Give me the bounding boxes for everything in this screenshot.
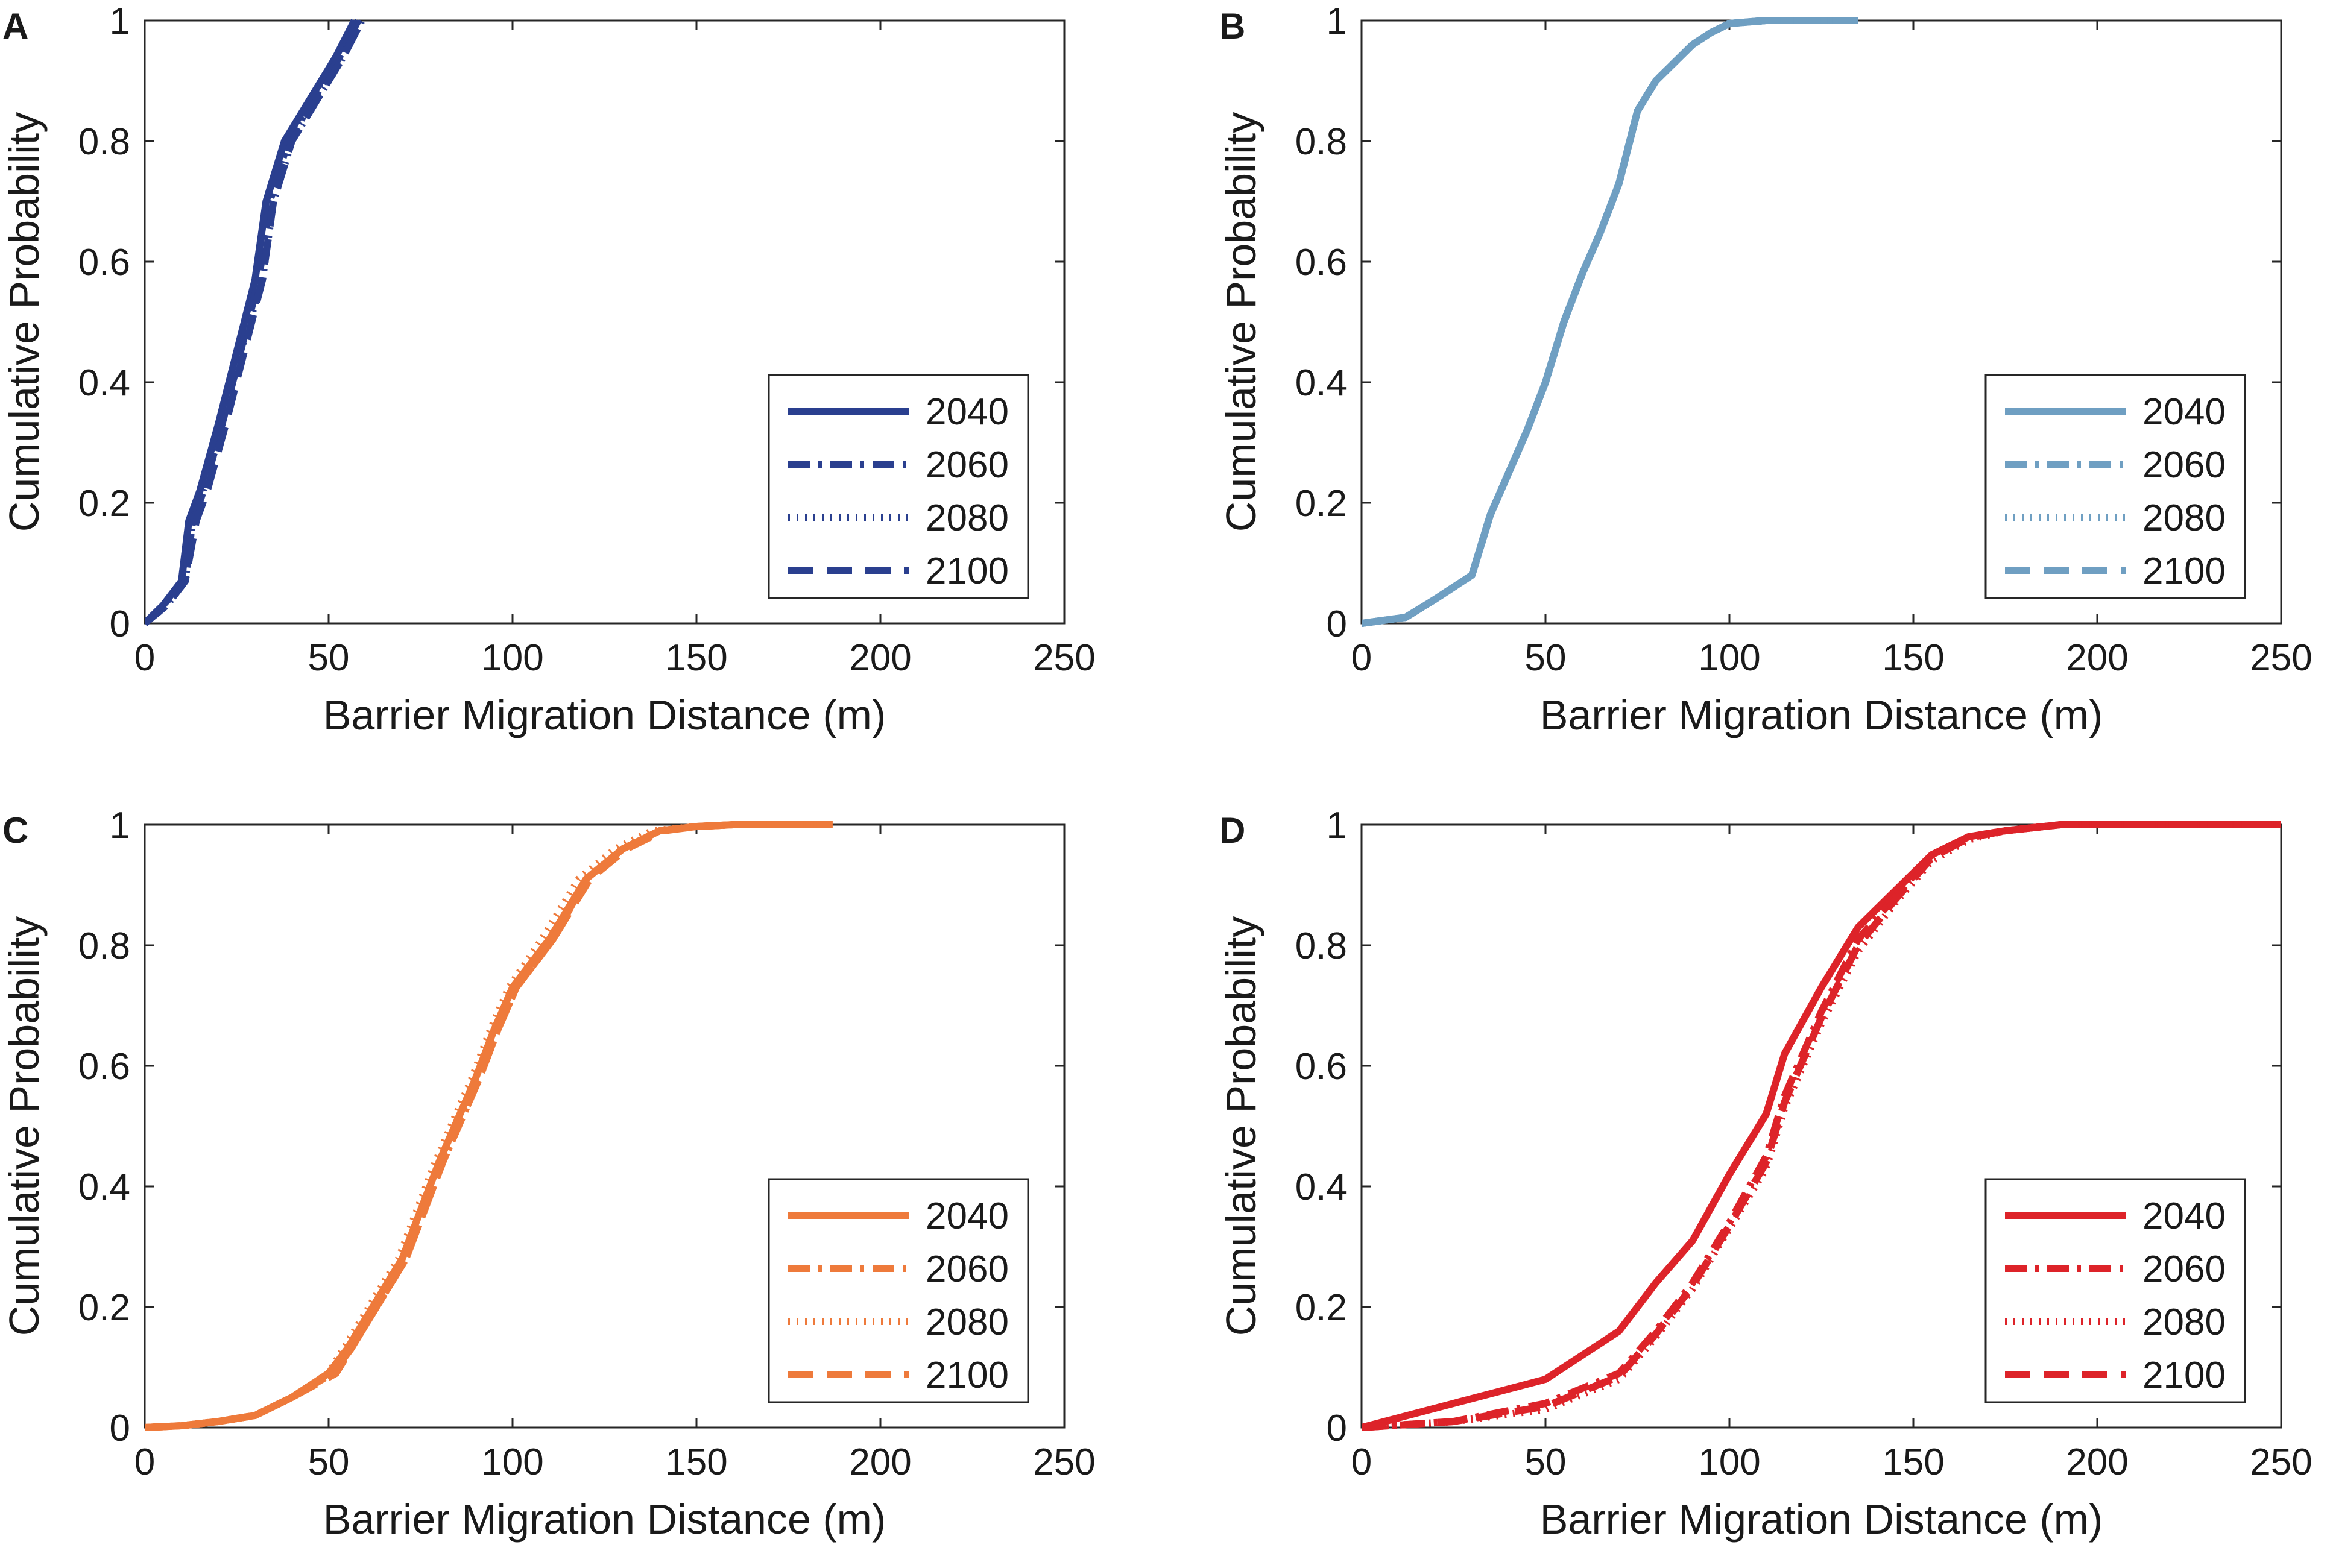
legend-label: 2040 <box>926 391 1009 433</box>
x-tick-label: 250 <box>1033 1441 1095 1483</box>
x-tick-label: 50 <box>1525 1441 1567 1483</box>
x-tick-label: 150 <box>665 637 727 679</box>
x-tick-label: 200 <box>2066 637 2128 679</box>
y-tick-label: 0.8 <box>78 925 130 967</box>
panel-d: D 0 50 100 150 200 250 0 0.2 0.4 0.6 0.8 1 Barrier Mi… <box>1217 805 2313 1543</box>
x-axis-label: Barrier Migration Distance (m) <box>323 1496 886 1543</box>
x-tick-label: 0 <box>134 637 155 679</box>
x-tick-label: 200 <box>849 1441 911 1483</box>
x-tick-label: 200 <box>2066 1441 2128 1483</box>
panel-c: C 0 50 100 150 200 250 0 0.2 0.4 0.6 0.8 1 Barrier Mi… <box>1 805 1096 1543</box>
y-tick-label: 0.2 <box>78 483 130 524</box>
y-tick-label: 1 <box>1327 1 1347 42</box>
x-tick-label: 250 <box>1033 637 1095 679</box>
x-tick-label: 250 <box>2250 1441 2312 1483</box>
series-line-2100 <box>145 821 833 1431</box>
x-axis-label: Barrier Migration Distance (m) <box>1540 691 2103 738</box>
series-line-2060 <box>145 821 833 1431</box>
legend-label: 2100 <box>2142 550 2226 592</box>
x-axis-label: Barrier Migration Distance (m) <box>323 691 886 738</box>
y-tick-label: 0 <box>1327 603 1347 645</box>
axes-box <box>1360 823 2282 1429</box>
panel-letter: A <box>2 6 28 46</box>
legend-label: 2080 <box>926 1302 1009 1343</box>
legend-label: 2060 <box>926 444 1009 486</box>
x-tick-label: 50 <box>1525 637 1567 679</box>
series-line-2100 <box>1362 821 2281 1431</box>
axes-box <box>144 19 1066 625</box>
y-tick-label: 0.2 <box>78 1287 130 1329</box>
y-tick-label: 0.8 <box>1295 925 1347 967</box>
y-tick-label: 0.2 <box>1295 483 1347 524</box>
y-tick-label: 0 <box>1327 1408 1347 1449</box>
legend-label: 2100 <box>926 550 1009 592</box>
y-tick-label: 0.6 <box>78 1046 130 1088</box>
y-tick-label: 1 <box>110 1 130 42</box>
legend-label: 2060 <box>2142 444 2226 486</box>
panel-a: A 0 50 100 150 200 250 0 0.2 0.4 0.6 0.8 1 Barrier Mi… <box>1 1 1096 738</box>
legend-label: 2080 <box>2142 1302 2226 1343</box>
x-tick-label: 50 <box>308 1441 350 1483</box>
legend-label: 2080 <box>926 497 1009 539</box>
y-axis-label: Cumulative Probability <box>1217 112 1264 532</box>
legend-label: 2100 <box>2142 1355 2226 1396</box>
series-line-2100 <box>145 19 365 626</box>
legend-label: 2060 <box>926 1248 1009 1290</box>
x-tick-label: 150 <box>1882 637 1944 679</box>
y-axis-label: Cumulative Probability <box>1217 916 1264 1336</box>
y-tick-label: 0.4 <box>78 362 130 404</box>
x-tick-label: 200 <box>849 637 911 679</box>
x-tick-label: 150 <box>665 1441 727 1483</box>
series-line-2100 <box>1362 17 1858 627</box>
y-tick-label: 0.4 <box>78 1167 130 1208</box>
x-tick-label: 0 <box>1351 1441 1372 1483</box>
y-tick-label: 0.6 <box>1295 242 1347 283</box>
x-axis-label: Barrier Migration Distance (m) <box>1540 1496 2103 1543</box>
series-line-2040 <box>1362 821 2281 1431</box>
y-axis-label: Cumulative Probability <box>1 112 48 532</box>
y-tick-label: 0 <box>110 603 130 645</box>
x-tick-label: 250 <box>2250 637 2312 679</box>
series-line-2080 <box>145 821 833 1431</box>
x-tick-label: 100 <box>1698 637 1760 679</box>
y-tick-label: 1 <box>1327 805 1347 846</box>
series-line-2040 <box>1362 17 1858 627</box>
legend-label: 2100 <box>926 1355 1009 1396</box>
panel-letter: B <box>1219 6 1245 46</box>
x-tick-label: 100 <box>481 637 543 679</box>
legend-label: 2040 <box>2142 391 2226 433</box>
y-tick-label: 0.8 <box>78 121 130 163</box>
panel-letter: D <box>1219 810 1245 851</box>
panel-letter: C <box>2 810 28 851</box>
x-tick-label: 50 <box>308 637 350 679</box>
series-line-2080 <box>1362 17 1858 627</box>
panel-b: B 0 50 100 150 200 250 0 0.2 0.4 0.6 0.8 1 Barrier Mi… <box>1217 1 2313 738</box>
x-tick-label: 0 <box>1351 637 1372 679</box>
x-tick-label: 100 <box>1698 1441 1760 1483</box>
x-tick-label: 100 <box>481 1441 543 1483</box>
y-tick-label: 0.2 <box>1295 1287 1347 1329</box>
y-axis-label: Cumulative Probability <box>1 916 48 1336</box>
axes-box <box>144 823 1066 1429</box>
y-tick-label: 0.4 <box>1295 1167 1347 1208</box>
x-tick-label: 150 <box>1882 1441 1944 1483</box>
legend-label: 2040 <box>926 1195 1009 1237</box>
y-tick-label: 0.6 <box>1295 1046 1347 1088</box>
legend-label: 2040 <box>2142 1195 2226 1237</box>
legend-label: 2060 <box>2142 1248 2226 1290</box>
legend-label: 2080 <box>2142 497 2226 539</box>
series-line-2060 <box>1362 17 1858 627</box>
y-tick-label: 0 <box>110 1408 130 1449</box>
y-tick-label: 0.8 <box>1295 121 1347 163</box>
series-line-2040 <box>145 821 833 1431</box>
y-tick-label: 1 <box>110 805 130 846</box>
y-tick-label: 0.4 <box>1295 362 1347 404</box>
y-tick-label: 0.6 <box>78 242 130 283</box>
x-tick-label: 0 <box>134 1441 155 1483</box>
